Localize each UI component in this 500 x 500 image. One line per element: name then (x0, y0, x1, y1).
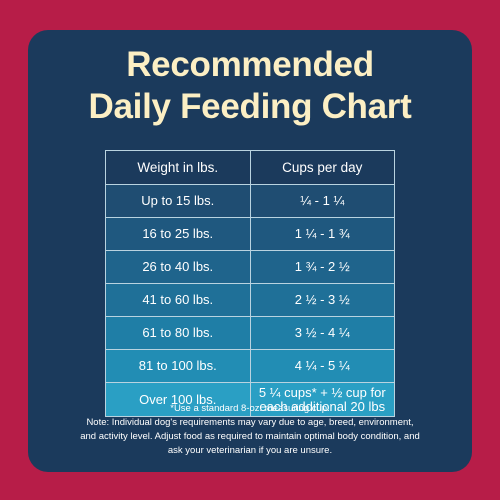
table-row: 41 to 60 lbs. 2 ½ - 3 ½ (105, 284, 395, 317)
table-cell: 4 ¼ - 5 ¼ (249, 350, 395, 382)
header-row: Weight in lbs. Cups per day (105, 150, 395, 185)
table-row: 16 to 25 lbs. 1 ¼ - 1 ¾ (105, 218, 395, 251)
table-row: Over 100 lbs. 5 ¼ cups* + ½ cup for each … (105, 383, 395, 417)
table-cell: 3 ½ - 4 ¼ (249, 317, 395, 349)
table-cell: Over 100 lbs. (139, 391, 217, 407)
table-row: 61 to 80 lbs. 3 ½ - 4 ¼ (105, 317, 395, 350)
table-cell: ¼ - 1 ¼ (249, 185, 395, 217)
table-row: 81 to 100 lbs. 4 ¼ - 5 ¼ (105, 350, 395, 383)
footnote-line: *Use a standard 8-oz. measuring cup. (170, 403, 330, 414)
footnote-line: Note: Individual dog's requirements may … (86, 417, 414, 428)
table-cell: 1 ¾ - 2 ½ (249, 251, 395, 283)
table-row: Up to 15 lbs. ¼ - 1 ¼ (105, 185, 395, 218)
table-cell: 61 to 80 lbs. (142, 325, 214, 340)
table-cell: 81 to 100 lbs. (138, 358, 217, 373)
table-cell: Up to 15 lbs. (141, 193, 215, 208)
title: Recommended Daily Feeding Chart (28, 44, 472, 128)
footnote-line: and activity level. Adjust food as requi… (80, 431, 420, 442)
header-cell: Weight in lbs. (137, 159, 219, 175)
panel: Recommended Daily Feeding Chart Weight in… (28, 30, 472, 472)
title-line: Recommended (126, 45, 374, 84)
table-cell: 5 ¼ cups* + ½ cup for each additional 20… (249, 383, 395, 416)
footnotes: *Use a standard 8-oz. measuring cup. Note… (28, 402, 472, 458)
footnote-line: ask your veterinarian if you are unsure. (167, 445, 333, 456)
header-cell: Cups per day (249, 151, 395, 184)
table-cell: 16 to 25 lbs. (142, 226, 214, 241)
feeding-table: Weight in lbs. Cups per day Up to 15 lbs. ¼… (105, 150, 395, 417)
table-cell: 2 ½ - 3 ½ (249, 284, 395, 316)
table-row: 26 to 40 lbs. 1 ¾ - 2 ½ (105, 251, 395, 284)
table-cell: 41 to 60 lbs. (142, 292, 214, 307)
table-cell: 26 to 40 lbs. (142, 259, 214, 274)
table-cell: 1 ¼ - 1 ¾ (249, 218, 395, 250)
title-line: Daily Feeding Chart (88, 87, 412, 126)
